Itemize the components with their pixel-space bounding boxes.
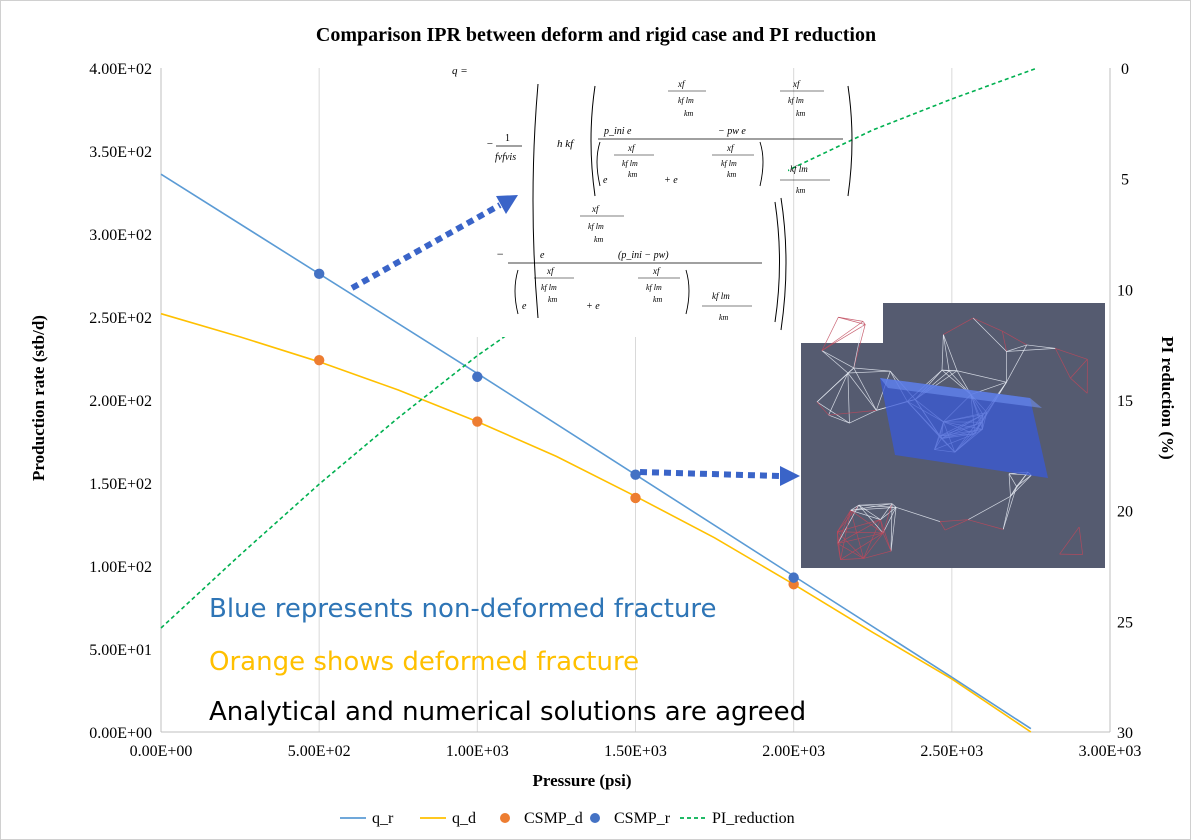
x-tick-label: 1.50E+03	[604, 743, 667, 760]
svg-text:fvfvis: fvfvis	[495, 152, 516, 163]
svg-text:km: km	[796, 109, 806, 118]
svg-text:kf lm: kf lm	[678, 96, 694, 105]
svg-text:kf lm: kf lm	[646, 283, 662, 292]
point-CSMP_r	[313, 268, 325, 280]
svg-text:kf lm: kf lm	[588, 222, 604, 231]
svg-text:km: km	[653, 295, 663, 304]
y-tick-label: 1.00E+02	[89, 559, 152, 576]
y-tick-label: 2.00E+02	[89, 393, 152, 410]
svg-text:xf: xf	[627, 143, 636, 153]
y-tick-label: 2.50E+02	[89, 310, 152, 327]
x-axis-label: Pressure (psi)	[532, 771, 631, 790]
y-tick-labels: 0.00E+00 5.00E+01 1.00E+02 1.50E+02 2.00E+02…	[89, 61, 152, 742]
svg-text:kf lm: kf lm	[790, 164, 808, 174]
y2-tick-label: 30	[1117, 725, 1133, 742]
point-CSMP_d	[630, 492, 641, 504]
svg-text:km: km	[719, 313, 729, 322]
y2-axis-label: PI reduction (%)	[1158, 336, 1177, 459]
svg-text:(p_ini − pw): (p_ini − pw)	[618, 250, 669, 261]
svg-text:−: −	[496, 247, 504, 261]
y2-tick-label: 10	[1117, 282, 1133, 299]
svg-text:+ e: + e	[586, 301, 600, 312]
svg-text:e: e	[603, 175, 608, 186]
y2-tick-label: 5	[1121, 172, 1129, 189]
point-CSMP_r	[788, 572, 799, 583]
svg-text:xf: xf	[792, 79, 801, 89]
x-tick-labels: 0.00E+00 5.00E+02 1.00E+03 1.50E+03 2.00E+03…	[130, 743, 1142, 760]
legend-label: CSMP_r	[614, 810, 671, 827]
svg-text:p_ini e: p_ini e	[603, 126, 632, 137]
svg-text:km: km	[628, 170, 638, 179]
svg-text:xf: xf	[652, 266, 661, 276]
point-CSMP_r	[630, 469, 641, 480]
y-axis-label: Production rate (stb/d)	[29, 315, 48, 481]
x-tick-label: 2.50E+03	[920, 743, 983, 760]
annotations: Blue represents non-deformed fracture Ora…	[209, 594, 806, 727]
svg-text:kf lm: kf lm	[788, 96, 804, 105]
svg-text:xf: xf	[546, 266, 555, 276]
mesh-render-inset	[801, 303, 1105, 568]
svg-text:xf: xf	[591, 204, 600, 214]
svg-text:−: −	[486, 138, 493, 150]
x-tick-label: 0.00E+00	[130, 743, 193, 760]
y-tick-label: 4.00E+02	[89, 61, 152, 78]
y-tick-label: 1.50E+02	[89, 476, 152, 493]
legend-swatch-CSMP_d	[500, 813, 510, 823]
svg-text:km: km	[684, 109, 694, 118]
svg-text:kf lm: kf lm	[721, 159, 737, 168]
y-tick-label: 5.00E+01	[89, 642, 152, 659]
points-layer	[313, 268, 799, 590]
y2-tick-label: 0	[1121, 61, 1129, 78]
annotation-text: Orange shows deformed fracture	[209, 647, 639, 677]
x-tick-label: 5.00E+02	[288, 743, 351, 760]
arrow-to-mesh	[639, 466, 800, 486]
svg-text:q =: q =	[452, 65, 468, 77]
legend-label: q_d	[452, 810, 476, 827]
x-tick-label: 3.00E+03	[1079, 743, 1142, 760]
svg-text:kf lm: kf lm	[541, 283, 557, 292]
y2-tick-labels: 0 5 10 15 20 25 30	[1117, 61, 1133, 742]
series-line-q_d	[160, 312, 1032, 733]
y-tick-label: 3.50E+02	[89, 144, 152, 161]
svg-text:km: km	[796, 186, 806, 195]
point-CSMP_d	[313, 354, 325, 366]
svg-text:− pw e: − pw e	[718, 126, 746, 137]
svg-text:km: km	[548, 295, 558, 304]
point-CSMP_r	[472, 371, 483, 382]
legend-label: q_r	[372, 810, 394, 827]
y-tick-label: 3.00E+02	[89, 227, 152, 244]
y2-tick-label: 25	[1117, 614, 1133, 631]
axes	[160, 68, 1111, 733]
annotation-text: Analytical and numerical solutions are a…	[209, 697, 806, 727]
svg-text:kf lm: kf lm	[622, 159, 638, 168]
legend-label: PI_reduction	[712, 810, 795, 827]
legend: q_r q_d CSMP_d CSMP_r PI_reduction	[340, 810, 795, 827]
svg-text:km: km	[594, 235, 604, 244]
svg-text:e: e	[540, 250, 545, 261]
legend-swatch-CSMP_r	[590, 813, 600, 823]
svg-text:kf lm: kf lm	[712, 291, 730, 301]
svg-text:+ e: + e	[664, 175, 678, 186]
svg-text:h kf: h kf	[557, 138, 575, 150]
svg-text:xf: xf	[726, 143, 735, 153]
arrow-to-formula	[350, 195, 518, 291]
svg-text:1: 1	[505, 133, 510, 144]
svg-text:e: e	[522, 301, 527, 312]
svg-text:xf: xf	[677, 79, 686, 89]
svg-text:km: km	[727, 170, 737, 179]
x-tick-label: 1.00E+03	[446, 743, 509, 760]
x-tick-label: 2.00E+03	[762, 743, 825, 760]
legend-label: CSMP_d	[524, 810, 583, 827]
chart-title: Comparison IPR between deform and rigid …	[316, 24, 876, 46]
y2-tick-label: 15	[1117, 393, 1133, 410]
y-tick-label: 0.00E+00	[89, 725, 152, 742]
point-CSMP_d	[472, 416, 483, 427]
y2-tick-label: 20	[1117, 504, 1133, 521]
annotation-text: Blue represents non-deformed fracture	[209, 594, 717, 624]
